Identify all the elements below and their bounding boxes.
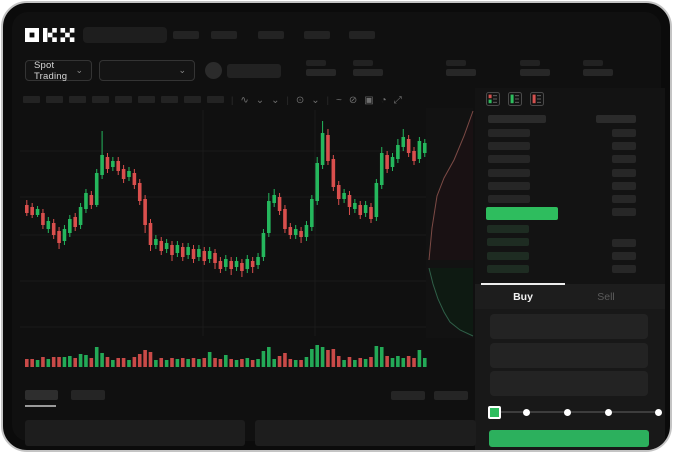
orderbook-ask-row-skeleton[interactable]	[488, 155, 530, 164]
bottom-action-skeleton[interactable]	[434, 391, 468, 400]
pair-name-skeleton	[227, 64, 281, 78]
stat-value-skeleton	[583, 69, 613, 76]
toolbar-item-skeleton[interactable]	[138, 96, 155, 103]
stat-value-skeleton	[353, 69, 383, 76]
trades-row-skeleton	[612, 181, 636, 190]
bottom-tab-skeleton[interactable]	[71, 390, 105, 400]
bottom-action-skeleton[interactable]	[391, 391, 425, 400]
search-box-skeleton[interactable]	[83, 27, 167, 43]
trades-row-skeleton	[612, 195, 636, 203]
market-type-label: Spot Trading	[34, 59, 68, 82]
slider-step-dot[interactable]	[563, 408, 571, 416]
indicators-icon[interactable]: ⊙	[295, 94, 305, 106]
chevron-down-icon[interactable]: ⌄	[271, 94, 280, 106]
orderbook-bid-row-skeleton[interactable]	[487, 251, 529, 260]
orderbook-ask-row-skeleton[interactable]	[488, 129, 530, 137]
bottom-tab-underline	[25, 405, 56, 407]
trades-row-skeleton	[612, 155, 636, 164]
toolbar-item-skeleton[interactable]	[46, 96, 63, 103]
bottom-panel-right	[255, 420, 476, 446]
orderbook-mid-price-bar[interactable]	[486, 207, 558, 220]
trades-row-skeleton	[612, 142, 636, 151]
trades-header-skeleton	[596, 115, 636, 123]
toolbar-item-skeleton[interactable]	[161, 96, 178, 103]
compare-icon[interactable]: ⊘	[348, 94, 358, 106]
orderbook-layout-both-icon[interactable]	[486, 92, 500, 106]
orderbook-ask-row-skeleton[interactable]	[488, 195, 530, 203]
trades-row-skeleton	[612, 239, 636, 247]
total-input-skeleton[interactable]	[490, 371, 648, 396]
submit-buy-button[interactable]	[489, 430, 649, 447]
toolbar-item-skeleton[interactable]	[184, 96, 201, 103]
trades-row-skeleton	[612, 252, 636, 261]
tab-sell[interactable]: Sell	[597, 291, 615, 303]
price-input-skeleton[interactable]	[490, 314, 648, 339]
okx-logo	[25, 28, 75, 42]
chevron-down-icon[interactable]: ⌄	[311, 94, 320, 106]
orderbook-header-skeleton	[488, 115, 546, 123]
tab-buy[interactable]: Buy	[513, 291, 533, 303]
trades-row-skeleton	[612, 265, 636, 274]
divider: |	[326, 95, 329, 105]
screenshot-icon[interactable]: ▣	[364, 94, 374, 106]
trades-row-skeleton	[612, 208, 636, 217]
stat-label-skeleton	[306, 60, 326, 66]
wave-icon[interactable]: ~	[335, 94, 342, 106]
stat-value-skeleton	[446, 69, 476, 76]
amount-input-skeleton[interactable]	[490, 343, 648, 368]
chart-toolbar-icons: | ∿ ⌄ ⌄ | ⊙ ⌄ | ~ ⊘ ▣ ◔ ⤢	[231, 93, 402, 107]
slider-step-dot[interactable]	[654, 408, 662, 416]
orderbook-ask-row-skeleton[interactable]	[488, 168, 530, 177]
chevron-down-icon: ⌄	[178, 65, 186, 75]
nav-item-skeleton[interactable]	[349, 31, 375, 39]
slider-step-dot[interactable]	[604, 408, 612, 416]
trades-row-skeleton	[612, 129, 636, 137]
chevron-down-icon[interactable]: ⌄	[255, 94, 265, 106]
nav-item-skeleton[interactable]	[258, 31, 284, 39]
toolbar-item-skeleton[interactable]	[92, 96, 109, 103]
orderbook-bid-row-skeleton[interactable]	[487, 225, 529, 233]
pair-selector[interactable]: ⌄	[99, 60, 195, 81]
trades-row-skeleton	[612, 168, 636, 177]
nav-item-skeleton[interactable]	[211, 31, 237, 39]
active-tab-underline	[481, 283, 565, 285]
bottom-tab-active-skeleton[interactable]	[25, 390, 58, 400]
token-avatar	[205, 62, 222, 79]
nav-item-skeleton[interactable]	[173, 31, 199, 39]
toolbar-item-skeleton[interactable]	[23, 96, 40, 103]
stat-label-skeleton	[446, 60, 466, 66]
orderbook-bid-row-skeleton[interactable]	[487, 238, 529, 247]
orderbook-ask-row-skeleton[interactable]	[488, 181, 530, 190]
stat-value-skeleton	[520, 69, 550, 76]
chevron-down-icon: ⌄	[75, 65, 83, 75]
fullscreen-icon[interactable]: ⤢	[393, 94, 402, 106]
stat-label-skeleton	[353, 60, 373, 66]
slider-track[interactable]	[494, 411, 658, 413]
orderbook-bid-row-skeleton[interactable]	[487, 265, 529, 274]
orderbook-layout-bids-icon[interactable]	[508, 92, 522, 106]
market-type-selector[interactable]: Spot Trading ⌄	[25, 59, 92, 82]
bottom-panel-left	[25, 420, 245, 446]
orderbook-ask-row-skeleton[interactable]	[488, 142, 530, 151]
slider-handle[interactable]	[488, 406, 501, 419]
slider-step-dot[interactable]	[522, 408, 530, 416]
stat-label-skeleton	[520, 60, 540, 66]
divider: |	[286, 95, 289, 105]
orderbook-layout-asks-icon[interactable]	[530, 92, 544, 106]
history-icon[interactable]: ◔	[380, 94, 387, 106]
toolbar-item-skeleton[interactable]	[69, 96, 86, 103]
candlestick-chart[interactable]	[18, 108, 478, 378]
stat-label-skeleton	[583, 60, 603, 66]
nav-item-skeleton[interactable]	[304, 31, 330, 39]
line-chart-icon[interactable]: ∿	[240, 94, 249, 106]
toolbar-item-skeleton[interactable]	[115, 96, 132, 103]
divider: |	[231, 95, 234, 105]
toolbar-item-skeleton[interactable]	[207, 96, 224, 103]
trade-tab-bar	[475, 284, 665, 309]
stat-value-skeleton	[306, 69, 336, 76]
